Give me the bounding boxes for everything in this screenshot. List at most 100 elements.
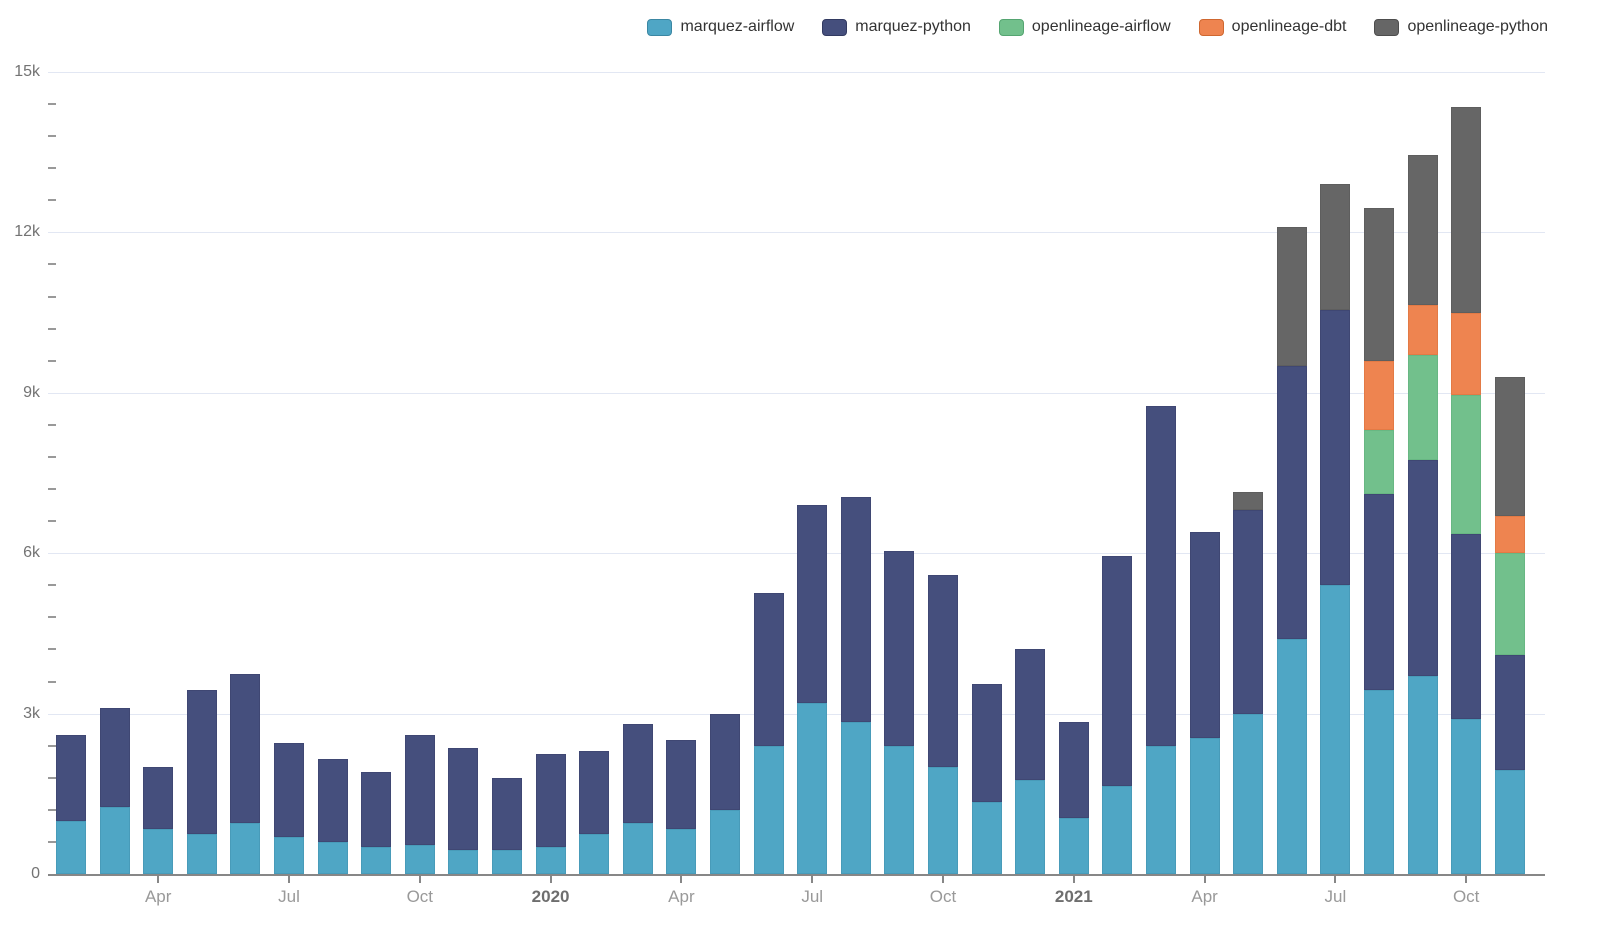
bar-nov-2020-marquez-python[interactable] (971, 684, 1002, 802)
bar-apr-2019-marquez-python[interactable] (143, 767, 174, 829)
bar-apr-2021-marquez-python[interactable] (1189, 531, 1220, 738)
bar-mar-2021-marquez-airflow[interactable] (1146, 745, 1176, 874)
bar-apr-2020-marquez-airflow[interactable] (666, 828, 697, 874)
bar-nov-2020-marquez-airflow[interactable] (971, 801, 1002, 874)
bar-sep-2021-openlineage-airflow[interactable] (1407, 355, 1438, 460)
bar-may-2020-marquez-airflow[interactable] (710, 809, 740, 874)
bar-mar-2019-marquez-python[interactable] (99, 708, 130, 808)
y-axis-label-3k: 3k (23, 704, 40, 722)
bar-oct-2021-marquez-airflow[interactable] (1451, 718, 1482, 874)
bar-oct-2020-marquez-python[interactable] (928, 574, 958, 768)
bar-feb-2021-marquez-python[interactable] (1102, 555, 1133, 786)
bar-feb-2021-marquez-airflow[interactable] (1102, 785, 1133, 874)
legend: marquez-airflow marquez-python openlineage… (0, 12, 1548, 42)
bar-mar-2021-marquez-python[interactable] (1146, 406, 1176, 746)
bar-aug-2020-marquez-airflow[interactable] (840, 721, 871, 874)
bar-jan-2021-marquez-python[interactable] (1058, 721, 1089, 818)
legend-item-marquez-airflow[interactable]: marquez-airflow (647, 18, 794, 36)
bar-jul-2021-openlineage-python[interactable] (1320, 184, 1351, 310)
bar-nov-2021-openlineage-python[interactable] (1494, 376, 1525, 516)
bar-jun-2020-marquez-airflow[interactable] (753, 745, 784, 874)
bar-feb-2020-marquez-python[interactable] (579, 751, 610, 834)
bar-mar-2020-marquez-python[interactable] (622, 724, 653, 824)
bar-nov-2021-marquez-python[interactable] (1494, 654, 1525, 770)
bar-jan-2020-marquez-airflow[interactable] (535, 847, 566, 874)
bar-sep-2021-marquez-airflow[interactable] (1407, 676, 1438, 874)
gridline-6000 (48, 553, 1545, 555)
bar-apr-2019-marquez-airflow[interactable] (143, 828, 174, 874)
bar-jul-2019-marquez-airflow[interactable] (274, 836, 304, 874)
bar-aug-2019-marquez-airflow[interactable] (317, 841, 348, 874)
bar-jun-2020-marquez-python[interactable] (753, 593, 784, 746)
bar-sep-2021-openlineage-dbt[interactable] (1407, 304, 1438, 356)
bar-jun-2019-marquez-airflow[interactable] (230, 823, 261, 874)
bar-may-2019-marquez-python[interactable] (186, 689, 217, 834)
bar-may-2019-marquez-airflow[interactable] (186, 833, 217, 874)
bar-dec-2020-marquez-airflow[interactable] (1015, 780, 1046, 874)
bar-jul-2020-marquez-airflow[interactable] (797, 702, 828, 874)
legend-item-openlineage-airflow[interactable]: openlineage-airflow (998, 18, 1171, 36)
bar-apr-2021-marquez-airflow[interactable] (1189, 737, 1220, 874)
bar-jul-2021-marquez-airflow[interactable] (1320, 585, 1351, 874)
bar-may-2021-marquez-airflow[interactable] (1233, 713, 1264, 874)
bar-feb-2019-marquez-airflow[interactable] (56, 820, 86, 874)
bar-oct-2019-marquez-airflow[interactable] (404, 844, 435, 874)
bar-oct-2020-marquez-airflow[interactable] (928, 767, 958, 874)
bar-sep-2020-marquez-airflow[interactable] (884, 745, 915, 874)
bar-oct-2021-openlineage-airflow[interactable] (1451, 395, 1482, 535)
bar-apr-2020-marquez-python[interactable] (666, 740, 697, 829)
bar-may-2021-marquez-python[interactable] (1233, 510, 1264, 714)
bar-mar-2020-marquez-airflow[interactable] (622, 823, 653, 874)
bar-nov-2021-marquez-airflow[interactable] (1494, 769, 1525, 874)
y-minor-tick (48, 648, 56, 651)
x-axis-label-Jul: Jul (1324, 887, 1347, 906)
bar-sep-2021-openlineage-python[interactable] (1407, 154, 1438, 305)
legend-swatch-openlineage-python (1374, 18, 1400, 36)
bar-jul-2021-marquez-python[interactable] (1320, 309, 1351, 586)
bar-jun-2021-openlineage-python[interactable] (1276, 227, 1307, 367)
bar-oct-2019-marquez-python[interactable] (404, 734, 435, 845)
x-tick-Apr (680, 876, 683, 883)
bar-sep-2019-marquez-airflow[interactable] (361, 847, 392, 874)
bar-mar-2019-marquez-airflow[interactable] (99, 807, 130, 874)
y-minor-tick (48, 520, 56, 523)
bar-dec-2020-marquez-python[interactable] (1015, 649, 1046, 781)
bar-sep-2019-marquez-python[interactable] (361, 772, 392, 848)
bar-nov-2021-openlineage-dbt[interactable] (1494, 515, 1525, 554)
legend-item-marquez-python[interactable]: marquez-python (822, 18, 971, 36)
bar-sep-2021-marquez-python[interactable] (1407, 459, 1438, 677)
bar-nov-2021-openlineage-airflow[interactable] (1494, 553, 1525, 655)
bar-aug-2021-openlineage-dbt[interactable] (1364, 360, 1394, 431)
bar-sep-2020-marquez-python[interactable] (884, 550, 915, 746)
bar-jun-2019-marquez-python[interactable] (230, 673, 261, 824)
bar-feb-2020-marquez-airflow[interactable] (579, 833, 610, 874)
bar-feb-2019-marquez-python[interactable] (56, 734, 86, 821)
bar-aug-2021-marquez-airflow[interactable] (1364, 689, 1394, 874)
legend-item-openlineage-python[interactable]: openlineage-python (1374, 18, 1548, 36)
bar-aug-2021-marquez-python[interactable] (1364, 494, 1394, 690)
bar-aug-2019-marquez-python[interactable] (317, 759, 348, 842)
bar-jul-2020-marquez-python[interactable] (797, 505, 828, 703)
bar-oct-2021-openlineage-dbt[interactable] (1451, 312, 1482, 396)
bar-oct-2021-openlineage-python[interactable] (1451, 106, 1482, 313)
bar-dec-2019-marquez-python[interactable] (492, 777, 522, 850)
bar-nov-2019-marquez-python[interactable] (448, 748, 479, 850)
bar-jan-2021-marquez-airflow[interactable] (1058, 817, 1089, 874)
legend-item-openlineage-dbt[interactable]: openlineage-dbt (1198, 18, 1346, 36)
legend-swatch-openlineage-airflow (998, 18, 1024, 36)
bar-aug-2020-marquez-python[interactable] (840, 497, 871, 722)
x-tick-Jul (288, 876, 290, 883)
bar-may-2020-marquez-python[interactable] (710, 713, 740, 810)
bar-dec-2019-marquez-airflow[interactable] (492, 849, 522, 874)
bar-oct-2021-marquez-python[interactable] (1451, 534, 1482, 719)
bar-aug-2021-openlineage-airflow[interactable] (1364, 430, 1394, 495)
bar-nov-2019-marquez-airflow[interactable] (448, 849, 479, 874)
bar-jul-2019-marquez-python[interactable] (274, 743, 304, 837)
bar-aug-2021-openlineage-python[interactable] (1364, 208, 1394, 361)
bar-jun-2021-marquez-python[interactable] (1276, 366, 1307, 639)
bar-jan-2020-marquez-python[interactable] (535, 753, 566, 848)
bar-jun-2021-marquez-airflow[interactable] (1276, 638, 1307, 874)
legend-label: marquez-python (855, 18, 971, 35)
bar-may-2021-openlineage-python[interactable] (1233, 491, 1264, 511)
